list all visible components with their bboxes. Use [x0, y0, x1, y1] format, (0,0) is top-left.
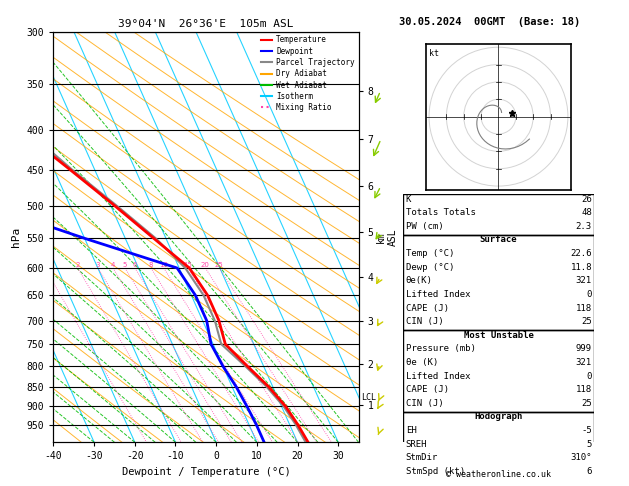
Text: 10: 10 [159, 262, 169, 268]
Text: 25: 25 [215, 262, 224, 268]
Text: θe(K): θe(K) [406, 277, 433, 285]
Text: Hodograph: Hodograph [474, 413, 523, 421]
Text: K: K [406, 195, 411, 204]
Text: 0: 0 [586, 290, 592, 299]
Text: CIN (J): CIN (J) [406, 399, 443, 408]
Text: 310°: 310° [571, 453, 592, 462]
Text: 5: 5 [123, 262, 127, 268]
Text: 0: 0 [586, 372, 592, 381]
Text: PW (cm): PW (cm) [406, 222, 443, 231]
Text: SREH: SREH [406, 440, 427, 449]
Text: 8: 8 [149, 262, 153, 268]
Text: Lifted Index: Lifted Index [406, 290, 470, 299]
Text: 26: 26 [581, 195, 592, 204]
Text: 2: 2 [75, 262, 80, 268]
Text: 20: 20 [201, 262, 210, 268]
Text: Totals Totals: Totals Totals [406, 208, 476, 217]
Text: Dewp (°C): Dewp (°C) [406, 263, 454, 272]
Text: 999: 999 [576, 345, 592, 353]
Text: 321: 321 [576, 358, 592, 367]
Text: 6: 6 [133, 262, 137, 268]
Text: 48: 48 [581, 208, 592, 217]
Bar [403, 412, 594, 480]
Text: 4: 4 [111, 262, 115, 268]
Y-axis label: hPa: hPa [11, 227, 21, 247]
Text: StmSpd (kt): StmSpd (kt) [406, 467, 465, 476]
Bar [403, 194, 594, 235]
Title: 39°04'N  26°36'E  105m ASL: 39°04'N 26°36'E 105m ASL [118, 19, 294, 30]
Text: 11.8: 11.8 [571, 263, 592, 272]
Legend: Temperature, Dewpoint, Parcel Trajectory, Dry Adiabat, Wet Adiabat, Isotherm, Mi: Temperature, Dewpoint, Parcel Trajectory… [261, 35, 355, 112]
Text: 6: 6 [586, 467, 592, 476]
Text: -5: -5 [581, 426, 592, 435]
Text: 25: 25 [581, 399, 592, 408]
Text: Most Unstable: Most Unstable [464, 331, 533, 340]
Text: CAPE (J): CAPE (J) [406, 385, 448, 394]
Text: Temp (°C): Temp (°C) [406, 249, 454, 258]
Text: LCL: LCL [362, 393, 377, 402]
Text: CIN (J): CIN (J) [406, 317, 443, 326]
Text: StmDir: StmDir [406, 453, 438, 462]
Text: 5: 5 [586, 440, 592, 449]
Text: 321: 321 [576, 277, 592, 285]
Y-axis label: km
ASL: km ASL [376, 228, 398, 246]
Text: 3: 3 [96, 262, 100, 268]
Text: Surface: Surface [480, 236, 517, 244]
Text: 22.6: 22.6 [571, 249, 592, 258]
Text: θe (K): θe (K) [406, 358, 438, 367]
X-axis label: Dewpoint / Temperature (°C): Dewpoint / Temperature (°C) [121, 467, 291, 477]
Text: Pressure (mb): Pressure (mb) [406, 345, 476, 353]
Text: 2.3: 2.3 [576, 222, 592, 231]
Bar [403, 330, 594, 412]
Text: kt: kt [429, 49, 439, 58]
Text: 118: 118 [576, 304, 592, 312]
Text: 118: 118 [576, 385, 592, 394]
Text: 25: 25 [581, 317, 592, 326]
Text: CAPE (J): CAPE (J) [406, 304, 448, 312]
Text: © weatheronline.co.uk: © weatheronline.co.uk [446, 469, 551, 479]
Text: EH: EH [406, 426, 416, 435]
Text: 30.05.2024  00GMT  (Base: 18): 30.05.2024 00GMT (Base: 18) [399, 17, 581, 27]
Bar [403, 235, 594, 330]
Text: Lifted Index: Lifted Index [406, 372, 470, 381]
Text: 15: 15 [184, 262, 192, 268]
